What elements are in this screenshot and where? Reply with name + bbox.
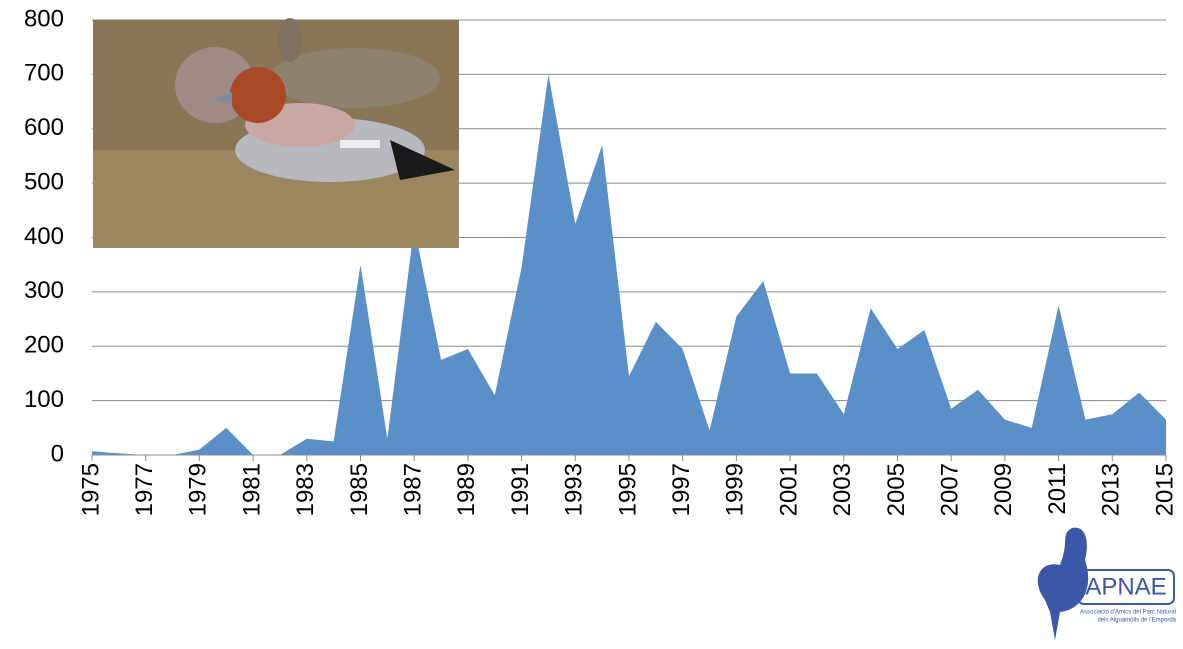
x-tick-label: 1989 [453, 463, 480, 516]
x-tick-label: 1991 [507, 463, 534, 516]
x-tick-label: 2005 [883, 463, 910, 516]
x-tick-label: 1975 [77, 463, 104, 516]
y-tick-label: 0 [51, 440, 64, 467]
apnae-logo: APNAE Associació d'Amics del Parc Natura… [1038, 528, 1177, 640]
logo-title: APNAE [1085, 573, 1166, 600]
y-tick-label: 600 [24, 114, 64, 141]
x-tick-label: 1983 [292, 463, 319, 516]
x-tick-label: 1979 [185, 463, 212, 516]
x-tick-label: 1993 [561, 463, 588, 516]
x-tick-label: 1995 [614, 463, 641, 516]
x-tick-label: 1999 [722, 463, 749, 516]
y-tick-label: 800 [24, 5, 64, 32]
y-tick-label: 200 [24, 332, 64, 359]
x-tick-label: 2011 [1044, 463, 1071, 515]
x-tick-label: 2003 [829, 463, 856, 516]
chart: APNAE Associació d'Amics del Parc Natura… [0, 0, 1183, 649]
x-tick-label: 1977 [131, 463, 158, 516]
logo-caption: dels Aiguamolls de l'Empordà [1097, 618, 1176, 624]
y-tick-label: 300 [24, 277, 64, 304]
x-tick-label: 2001 [775, 463, 802, 516]
x-tick-label: 2009 [990, 463, 1017, 516]
x-tick-label: 1981 [238, 463, 265, 516]
logo-caption: Associació d'Amics del Parc Natural [1080, 610, 1176, 616]
x-tick-label: 2007 [937, 463, 964, 516]
y-tick-label: 500 [24, 168, 64, 195]
x-tick-label: 1985 [346, 463, 373, 516]
y-tick-label: 100 [24, 386, 64, 413]
x-tick-label: 1987 [400, 463, 427, 516]
x-tick-label: 1997 [668, 463, 695, 516]
duck-photo [93, 18, 459, 248]
y-tick-label: 400 [24, 223, 64, 250]
x-tick-label: 2015 [1151, 463, 1178, 516]
x-tick-label: 2013 [1098, 463, 1125, 516]
y-tick-label: 700 [24, 60, 64, 87]
